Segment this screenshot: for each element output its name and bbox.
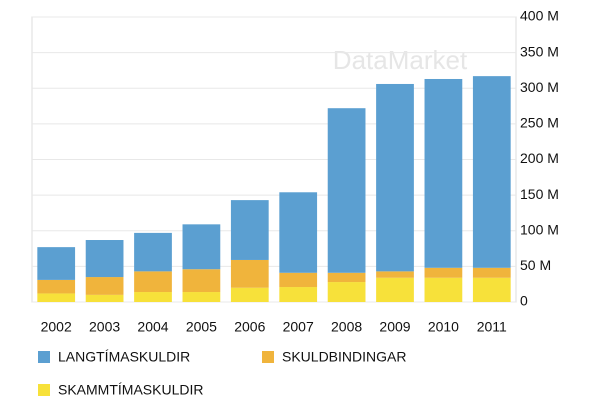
bar-segment (327, 282, 366, 302)
bar-segment (182, 292, 221, 302)
bar-segment (230, 259, 269, 288)
x-tick-label: 2005 (186, 319, 217, 335)
y-tick-label: 150 M (520, 186, 559, 202)
bar-segment (472, 277, 511, 302)
bar-segment (230, 200, 269, 260)
legend-swatch (38, 384, 50, 396)
x-tick-label: 2009 (379, 319, 410, 335)
y-tick-label: 50 M (520, 257, 551, 273)
bar-segment (376, 83, 414, 272)
bar-segment (85, 240, 124, 278)
y-tick-label: 0 (520, 293, 528, 309)
watermark: DataMarket (333, 45, 468, 75)
bar-segment (134, 232, 172, 272)
bar-segment (472, 76, 511, 268)
bar-segment (424, 78, 463, 268)
x-tick-label: 2006 (234, 319, 265, 335)
bar-segment (376, 277, 414, 302)
x-tick-label: 2010 (428, 319, 459, 335)
legend-swatch (38, 351, 50, 363)
x-tick-label: 2004 (137, 319, 168, 335)
bar-segment (279, 272, 318, 288)
x-tick-label: 2008 (331, 319, 362, 335)
y-tick-label: 300 M (520, 79, 559, 95)
bar-segment (134, 292, 172, 302)
legend-label: SKAMMTÍMASKULDIR (58, 382, 203, 398)
y-tick-label: 250 M (520, 115, 559, 131)
bar-segment (230, 287, 269, 302)
y-tick-label: 200 M (520, 150, 559, 166)
x-tick-label: 2011 (477, 319, 507, 335)
legend-label: LANGTÍMASKULDIR (58, 349, 190, 365)
bar-segment (279, 192, 318, 273)
bar-segment (182, 269, 221, 293)
x-tick-label: 2003 (89, 319, 120, 335)
bar-segment (327, 108, 366, 273)
legend-swatch (262, 351, 274, 363)
bar-segment (37, 293, 76, 302)
bar-segment (182, 224, 221, 270)
bar-segment (327, 272, 366, 283)
bar-segment (376, 271, 414, 278)
x-tick-label: 2007 (283, 319, 314, 335)
bar-segment (37, 279, 76, 294)
bar-segment (134, 271, 172, 293)
bar-segment (37, 247, 76, 280)
y-tick-label: 100 M (520, 221, 559, 237)
x-tick-label: 2002 (41, 319, 72, 335)
legend-label: SKULDBINDINGAR (282, 349, 406, 365)
bar-segment (85, 277, 124, 295)
y-tick-label: 350 M (520, 43, 559, 59)
bar-segment (85, 294, 124, 302)
y-tick-label: 400 M (520, 8, 559, 24)
bar-segment (279, 287, 318, 302)
bar-segment (424, 267, 463, 278)
bar-segment (424, 277, 463, 302)
bar-segment (472, 267, 511, 278)
